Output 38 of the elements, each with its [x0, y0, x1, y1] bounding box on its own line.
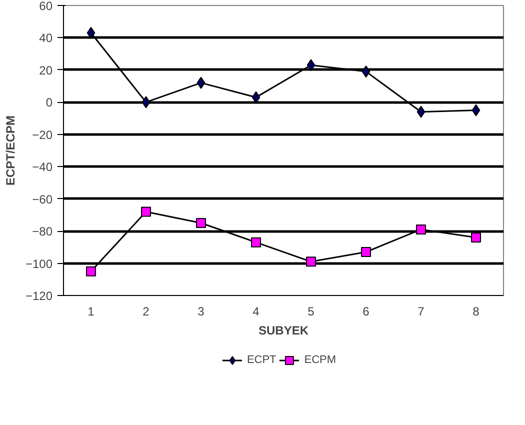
point — [471, 232, 481, 242]
y-tick-label: 40 — [39, 31, 53, 46]
y-tick-label: 0 — [46, 96, 53, 110]
point — [196, 76, 206, 89]
y-axis-title: ECPT/ECPM — [3, 115, 18, 186]
x-tick-label: 5 — [308, 304, 315, 318]
y-tick-label: −40 — [32, 160, 53, 174]
point — [416, 224, 426, 234]
point — [86, 266, 96, 276]
point — [86, 26, 96, 39]
point — [142, 96, 150, 108]
y-tick-label: −60 — [32, 192, 53, 206]
x-tick-label: 4 — [252, 304, 260, 318]
y-tick-label: −100 — [25, 256, 53, 271]
point — [472, 104, 480, 116]
point — [306, 59, 316, 72]
y-tick-label: −80 — [32, 224, 53, 239]
point — [416, 106, 426, 118]
point — [196, 218, 206, 228]
y-tick-label: −20 — [32, 128, 53, 142]
x-tick-label: 1 — [88, 304, 95, 318]
legend-label: ECPT — [246, 354, 276, 366]
x-tick-label: 6 — [362, 304, 370, 318]
point — [362, 66, 370, 78]
legend-label: ECPM — [304, 354, 336, 366]
point — [251, 237, 261, 248]
point — [306, 256, 316, 267]
point — [361, 247, 371, 257]
x-tick-label: 7 — [418, 304, 425, 318]
x-axis-title: SUBYEK — [258, 324, 309, 338]
y-tick-label: 20 — [39, 63, 53, 78]
point — [141, 206, 151, 217]
x-tick-label: 2 — [142, 304, 150, 318]
x-tick-label: 3 — [198, 304, 205, 318]
x-tick-label: 8 — [472, 304, 480, 318]
y-tick-label: −120 — [25, 289, 53, 303]
y-tick-label: 60 — [39, 0, 53, 13]
point — [252, 91, 260, 104]
